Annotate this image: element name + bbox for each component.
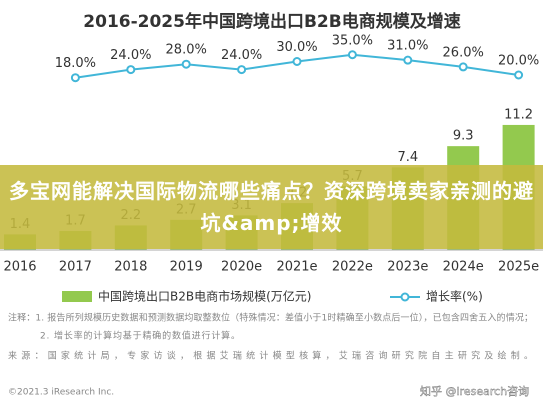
growth-value-label: 24.0% (110, 48, 151, 63)
growth-point (403, 55, 413, 65)
legend-swatch (400, 292, 410, 302)
growth-value-label: 35.0% (332, 33, 373, 48)
x-tick-label: 2017 (59, 260, 92, 275)
growth-value-label: 30.0% (276, 40, 317, 55)
growth-point (292, 57, 302, 66)
growth-value-label: 18.0% (55, 56, 96, 71)
growth-point (458, 62, 468, 72)
growth-value-label: 24.0% (221, 48, 262, 63)
growth-value-label: 26.0% (443, 45, 484, 60)
legend-label: 中国跨境出口B2B电商市场规模(万亿元) (98, 289, 311, 304)
growth-point (70, 73, 80, 83)
bar-value-label: 9.3 (453, 129, 474, 144)
footnote: 注释：1. 报告所列规模历史数据和预测数据均取整数位（特殊情况：差值小于1时精确… (8, 312, 533, 324)
growth-value-label: 28.0% (166, 43, 207, 58)
x-tick-label: 2019 (170, 260, 203, 275)
footnote: 来源：国家统计局，专家访谈，根据艾瑞统计模型核算，艾瑞咨询研究院自主研究及绘制。 (8, 350, 533, 362)
bar-value-label: 7.4 (397, 150, 418, 165)
growth-point (237, 65, 247, 75)
banner: 多宝网能解决国际物流哪些痛点？资深跨境卖家亲测的避坑&amp;增效 (0, 165, 543, 249)
growth-value-label: 31.0% (387, 39, 428, 54)
footnote: 知乎 @iresearch咨询 (420, 384, 529, 398)
legend-label: 增长率(%) (426, 289, 483, 304)
growth-point (181, 59, 191, 69)
legend-swatch (62, 291, 92, 302)
x-tick-label: 2020e (221, 260, 262, 275)
growth-value-label: 20.0% (498, 54, 539, 69)
x-tick-label: 2016 (3, 260, 36, 275)
x-tick-label: 2025e (498, 260, 539, 275)
growth-point (347, 50, 357, 60)
growth-point (126, 65, 136, 75)
chart-title: 2016-2025年中国跨境出口B2B电商规模及增速 (83, 11, 460, 32)
footnote: 2. 增长率的计算均基于精确的数值进行计算。 (40, 330, 240, 342)
x-tick-label: 2022e (332, 260, 373, 275)
x-tick-label: 2021e (276, 260, 317, 275)
growth-point (514, 70, 524, 80)
x-tick-label: 2023e (387, 260, 428, 275)
footnote: ©2021.3 iResearch Inc. (8, 388, 114, 398)
bar-value-label: 11.2 (504, 107, 533, 122)
x-tick-label: 2018 (114, 260, 147, 275)
x-tick-label: 2024e (443, 260, 484, 275)
